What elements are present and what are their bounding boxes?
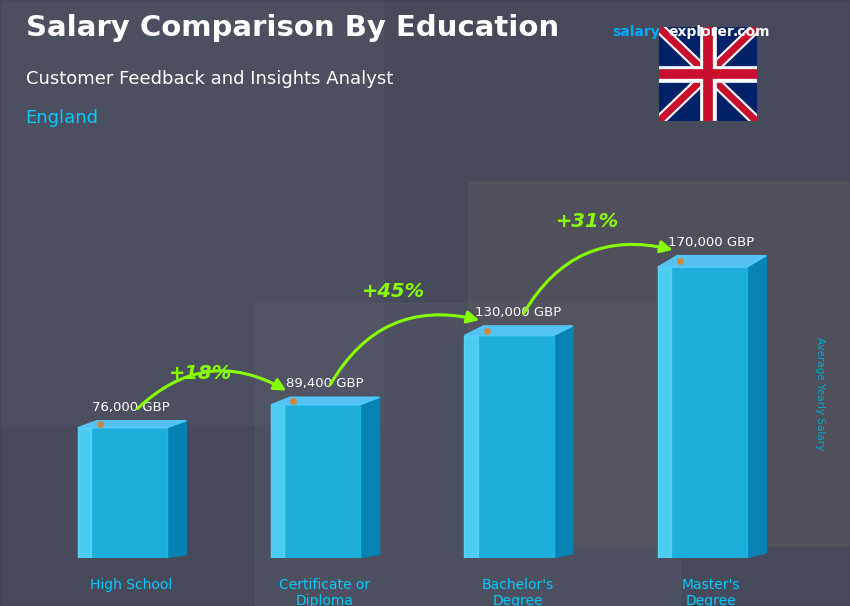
Bar [658, 267, 672, 558]
Text: 76,000 GBP: 76,000 GBP [93, 401, 170, 414]
Bar [658, 267, 747, 558]
Text: High School: High School [90, 578, 173, 592]
Polygon shape [464, 326, 573, 336]
Polygon shape [360, 397, 379, 558]
Text: +45%: +45% [362, 282, 425, 301]
Text: +18%: +18% [168, 364, 232, 383]
Text: Salary Comparison By Education: Salary Comparison By Education [26, 15, 558, 42]
Polygon shape [271, 397, 379, 405]
Bar [271, 405, 360, 558]
Polygon shape [553, 326, 573, 558]
Bar [468, 182, 850, 545]
Bar [464, 336, 478, 558]
Polygon shape [77, 421, 186, 428]
Text: 89,400 GBP: 89,400 GBP [286, 378, 363, 390]
Text: +31%: +31% [555, 212, 619, 231]
Polygon shape [658, 256, 767, 267]
Bar [255, 303, 680, 606]
Polygon shape [167, 421, 186, 558]
Text: explorer: explorer [668, 25, 734, 39]
Bar [0, 0, 382, 424]
Text: 130,000 GBP: 130,000 GBP [475, 306, 561, 319]
Bar [464, 336, 553, 558]
Text: Bachelor's
Degree: Bachelor's Degree [482, 578, 554, 606]
Text: salary: salary [612, 25, 660, 39]
Text: .com: .com [733, 25, 770, 39]
Bar [77, 428, 167, 558]
Text: 170,000 GBP: 170,000 GBP [668, 236, 754, 249]
Text: Customer Feedback and Insights Analyst: Customer Feedback and Insights Analyst [26, 70, 393, 88]
Polygon shape [747, 256, 767, 558]
Bar [271, 405, 284, 558]
Bar [77, 428, 91, 558]
Text: Master's
Degree: Master's Degree [682, 578, 740, 606]
Text: Average Yearly Salary: Average Yearly Salary [815, 338, 825, 450]
Text: England: England [26, 109, 99, 127]
Text: Certificate or
Diploma: Certificate or Diploma [279, 578, 370, 606]
